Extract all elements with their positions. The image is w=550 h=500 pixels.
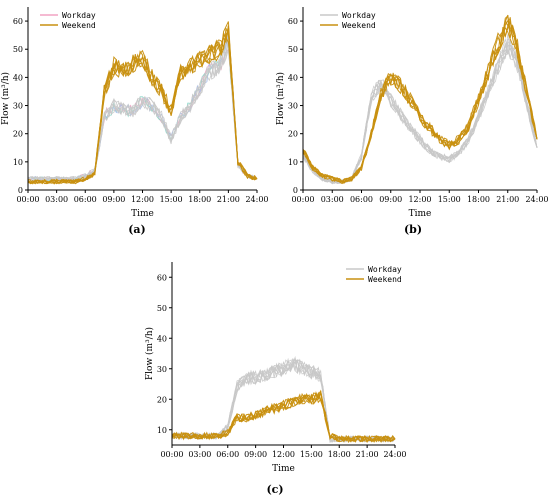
x-tick-label: 12:00	[272, 450, 295, 459]
series-line	[27, 35, 258, 182]
x-tick-label: 18:00	[467, 195, 490, 204]
series-line	[171, 392, 396, 443]
series-workday	[302, 34, 538, 185]
series-line	[27, 35, 258, 185]
x-tick-label: 24:00	[383, 450, 406, 459]
x-tick-label: 12:00	[131, 195, 154, 204]
x-tick-label: 03:00	[45, 195, 68, 204]
series-line	[302, 39, 538, 185]
x-tick-label: 24:00	[525, 195, 548, 204]
x-tick-label: 12:00	[408, 195, 431, 204]
x-axis-label: Time	[409, 209, 432, 219]
series-weekend	[27, 21, 258, 185]
series-line	[302, 44, 538, 184]
x-tick-label: 03:00	[188, 450, 211, 459]
y-axis-label: Flow (m³/h)	[275, 72, 286, 125]
y-tick-label: 40	[13, 73, 23, 82]
x-tick-label: 18:00	[188, 195, 211, 204]
chart-panel-b: 00:00 03:00 06:00 09:00 12:00 15:00 18:00 21:00…	[275, 7, 549, 236]
legend-label-weekend: Weekend	[62, 21, 96, 30]
x-tick-label: 15:00	[300, 450, 323, 459]
x-axis-label: Time	[131, 209, 154, 219]
y-tick-label: 10	[157, 426, 167, 435]
y-tick-label: 10	[13, 158, 23, 167]
y-tick-label: 20	[13, 130, 23, 139]
series-line	[302, 21, 538, 184]
x-tick-label: 21:00	[356, 450, 379, 459]
legend-label-weekend: Weekend	[342, 21, 376, 30]
x-tick-label: 00:00	[160, 450, 183, 459]
x-tick-label: 15:00	[160, 195, 183, 204]
legend-label-workday: Workday	[62, 11, 96, 20]
x-tick-label: 06:00	[350, 195, 373, 204]
x-tick-label: 06:00	[74, 195, 97, 204]
y-tick-label: 20	[288, 130, 298, 139]
legend-label-weekend: Weekend	[368, 275, 402, 284]
y-tick-label: 60	[288, 17, 298, 26]
series-line	[302, 38, 538, 184]
x-tick-label: 21:00	[217, 195, 240, 204]
y-tick-label: 40	[288, 73, 298, 82]
legend-label-workday: Workday	[342, 11, 376, 20]
y-tick-label: 30	[288, 102, 298, 111]
x-tick-label: 15:00	[438, 195, 461, 204]
panel-caption: (c)	[266, 483, 283, 496]
series-weekend	[171, 389, 396, 444]
series-line	[27, 28, 258, 185]
x-tick-label: 18:00	[328, 450, 351, 459]
y-tick-label: 50	[157, 304, 167, 313]
panel-caption: (a)	[128, 223, 146, 236]
x-tick-label: 06:00	[216, 450, 239, 459]
y-tick-label: 20	[157, 395, 167, 404]
y-tick-label: 50	[288, 45, 298, 54]
series-weekend	[302, 14, 538, 185]
series-line	[27, 49, 258, 182]
x-axis-label: Time	[272, 464, 295, 474]
x-tick-label: 00:00	[291, 195, 314, 204]
y-tick-label: 30	[13, 102, 23, 111]
x-tick-label: 09:00	[379, 195, 402, 204]
x-tick-label: 03:00	[321, 195, 344, 204]
legend-label-workday: Workday	[368, 265, 402, 274]
y-tick-label: 60	[13, 17, 23, 26]
series-line	[27, 48, 258, 182]
y-axis-label: Flow (m³/h)	[144, 327, 155, 380]
x-tick-label: 21:00	[496, 195, 519, 204]
chart-panel-a: 00:00 03:00 06:00 09:00 12:00 15:00 18:00 21:00…	[0, 7, 269, 236]
x-tick-label: 24:00	[245, 195, 268, 204]
y-tick-label: 60	[157, 273, 167, 282]
y-tick-label: 0	[18, 186, 23, 195]
y-axis-label: Flow (m³/h)	[0, 72, 11, 125]
x-tick-label: 09:00	[102, 195, 125, 204]
x-tick-label: 09:00	[244, 450, 267, 459]
series-line	[302, 14, 538, 183]
y-tick-label: 0	[293, 186, 298, 195]
y-tick-label: 50	[13, 45, 23, 54]
chart-panel-c: 00:00 03:00 06:00 09:00 12:00 15:00 18:00 21:00…	[144, 262, 407, 496]
y-tick-label: 30	[157, 365, 167, 374]
panel-caption: (b)	[404, 223, 422, 236]
series-line	[27, 51, 258, 182]
series-line	[302, 17, 538, 183]
y-tick-label: 40	[157, 334, 167, 343]
y-tick-label: 10	[288, 158, 298, 167]
x-tick-label: 00:00	[16, 195, 39, 204]
